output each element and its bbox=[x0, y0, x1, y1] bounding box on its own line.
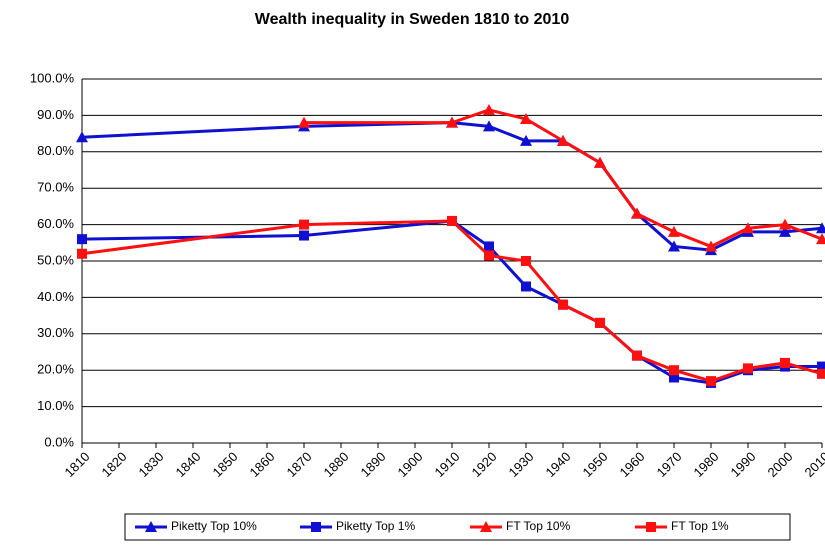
marker bbox=[520, 113, 532, 125]
x-tick-label: 2010 bbox=[801, 449, 825, 480]
y-tick-label: 20.0% bbox=[37, 362, 74, 377]
y-tick-label: 50.0% bbox=[37, 252, 74, 267]
marker bbox=[779, 225, 791, 237]
marker bbox=[311, 522, 321, 532]
x-tick-label: 1910 bbox=[431, 449, 462, 480]
x-tick-label: 1880 bbox=[320, 449, 351, 480]
marker bbox=[816, 222, 825, 234]
marker bbox=[668, 225, 680, 237]
marker bbox=[77, 248, 87, 259]
marker bbox=[298, 116, 310, 128]
x-tick-label: 1820 bbox=[98, 449, 129, 480]
x-tick-label: 1930 bbox=[505, 449, 536, 480]
x-tick-label: 1900 bbox=[394, 449, 425, 480]
marker bbox=[595, 317, 605, 328]
y-tick-label: 70.0% bbox=[37, 180, 74, 195]
x-tick-label: 1940 bbox=[542, 449, 573, 480]
marker bbox=[480, 521, 492, 532]
marker bbox=[631, 207, 643, 219]
y-tick-label: 40.0% bbox=[37, 289, 74, 304]
marker bbox=[299, 230, 309, 241]
marker bbox=[632, 350, 642, 361]
marker bbox=[669, 372, 679, 383]
marker bbox=[299, 219, 309, 230]
marker bbox=[520, 134, 532, 146]
x-tick-label: 1920 bbox=[468, 449, 499, 480]
y-tick-label: 100.0% bbox=[30, 70, 75, 85]
marker bbox=[780, 357, 790, 368]
x-tick-label: 1830 bbox=[135, 449, 166, 480]
chart-title: Wealth inequality in Sweden 1810 to 2010 bbox=[255, 11, 570, 28]
marker bbox=[817, 361, 825, 372]
x-tick-label: 1990 bbox=[727, 449, 758, 480]
y-tick-label: 30.0% bbox=[37, 325, 74, 340]
y-tick-label: 10.0% bbox=[37, 398, 74, 413]
marker bbox=[594, 156, 606, 168]
x-tick-label: 1970 bbox=[653, 449, 684, 480]
marker bbox=[483, 103, 495, 115]
marker bbox=[145, 521, 157, 532]
x-tick-label: 1810 bbox=[61, 449, 92, 480]
marker bbox=[77, 234, 87, 245]
marker bbox=[669, 365, 679, 376]
series-line bbox=[304, 108, 823, 249]
legend-box bbox=[124, 513, 791, 541]
marker bbox=[706, 376, 716, 387]
x-tick-label: 2000 bbox=[764, 449, 795, 480]
y-tick-label: 0.0% bbox=[44, 434, 74, 449]
marker bbox=[705, 240, 717, 252]
marker bbox=[742, 222, 754, 234]
x-tick-label: 1850 bbox=[209, 449, 240, 480]
x-tick-label: 1870 bbox=[283, 449, 314, 480]
marker bbox=[483, 120, 495, 132]
series-line bbox=[81, 121, 823, 252]
x-tick-label: 1960 bbox=[616, 449, 647, 480]
legend-label: Piketty Top 10% bbox=[171, 519, 257, 533]
x-tick-label: 1840 bbox=[172, 449, 203, 480]
legend-label: FT Top 1% bbox=[671, 519, 729, 533]
x-tick-label: 1980 bbox=[690, 449, 721, 480]
marker bbox=[521, 281, 531, 292]
marker bbox=[484, 241, 494, 252]
marker bbox=[779, 218, 791, 230]
marker bbox=[743, 363, 753, 374]
legend-label: Piketty Top 1% bbox=[336, 519, 415, 533]
x-tick-label: 1890 bbox=[357, 449, 388, 480]
y-tick-label: 80.0% bbox=[37, 143, 74, 158]
y-tick-label: 90.0% bbox=[37, 107, 74, 122]
marker bbox=[76, 131, 88, 143]
marker bbox=[446, 116, 458, 128]
marker bbox=[484, 250, 494, 261]
marker bbox=[817, 368, 825, 379]
marker bbox=[557, 134, 569, 146]
legend-label: FT Top 10% bbox=[506, 519, 571, 533]
marker bbox=[646, 522, 656, 532]
marker bbox=[447, 215, 457, 226]
marker bbox=[816, 233, 825, 245]
marker bbox=[668, 240, 680, 252]
x-tick-label: 1950 bbox=[579, 449, 610, 480]
marker bbox=[558, 299, 568, 310]
x-tick-label: 1860 bbox=[246, 449, 277, 480]
marker bbox=[521, 256, 531, 266]
y-tick-label: 60.0% bbox=[37, 216, 74, 231]
